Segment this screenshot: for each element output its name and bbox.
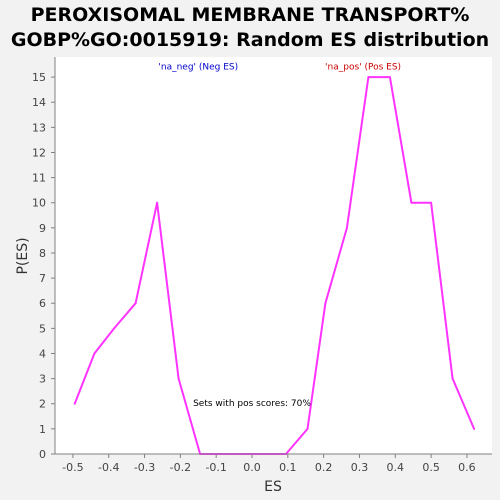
x-axis-label: ES <box>264 479 282 495</box>
data-point <box>430 201 433 204</box>
data-point <box>410 201 413 204</box>
data-point <box>473 427 476 430</box>
y-tick-label: 4 <box>39 347 46 360</box>
data-point <box>113 327 116 330</box>
x-tick-label: 0.5 <box>422 461 440 474</box>
y-tick-label: 6 <box>39 297 46 310</box>
y-tick-label: 7 <box>39 272 46 285</box>
y-tick-label: 2 <box>39 398 46 411</box>
y-tick-label: 14 <box>32 96 46 109</box>
y-tick-label: 1 <box>39 423 46 436</box>
chart-title-line-2: GOBP%GO:0015919: Random ES distribution <box>10 29 490 51</box>
y-tick-label: 10 <box>32 197 46 210</box>
y-tick-label: 15 <box>32 71 46 84</box>
data-point <box>367 76 370 79</box>
y-tick-label: 11 <box>32 172 46 185</box>
y-tick-label: 0 <box>39 448 46 461</box>
x-tick-label: 0.6 <box>458 461 476 474</box>
x-tick-label: -0.1 <box>205 461 226 474</box>
data-point <box>156 201 159 204</box>
y-tick-label: 13 <box>32 121 46 134</box>
x-tick-label: -0.4 <box>98 461 119 474</box>
x-tick-label: -0.2 <box>170 461 191 474</box>
data-point <box>388 76 391 79</box>
data-point <box>306 427 309 430</box>
data-point <box>324 302 327 305</box>
data-point <box>134 302 137 305</box>
data-point <box>345 226 348 229</box>
x-tick-label: -0.5 <box>62 461 83 474</box>
y-tick-label: 5 <box>39 322 46 335</box>
y-tick-label: 3 <box>39 373 46 386</box>
chart-annotation: Sets with pos scores: 70% <box>193 399 311 409</box>
x-tick-label: 0.0 <box>243 461 261 474</box>
plot-area <box>55 57 492 454</box>
data-point <box>93 352 96 355</box>
ticks-layer: -0.5 -0.4 -0.3 -0.2 -0.1 0.0 0.1 0.2 0.3 0.4 0.5 0.… <box>32 71 476 474</box>
data-point <box>177 377 180 380</box>
x-tick-label: -0.3 <box>134 461 155 474</box>
y-tick-label: 8 <box>39 247 46 260</box>
x-tick-label: 0.4 <box>387 461 405 474</box>
chart-annotation: 'na_neg' (Neg ES) <box>158 63 238 73</box>
x-tick-label: 0.1 <box>279 461 297 474</box>
y-tick-label: 12 <box>32 146 46 159</box>
data-point <box>451 377 454 380</box>
annotations-layer: 'na_neg' (Neg ES) 'na_pos' (Pos ES) Sets w… <box>158 63 401 409</box>
chart-title-line-1: PEROXISOMAL MEMBRANE TRANSPORT% <box>30 4 470 26</box>
x-tick-label: 0.3 <box>351 461 369 474</box>
x-tick-label: 0.2 <box>315 461 333 474</box>
chart-title: PEROXISOMAL MEMBRANE TRANSPORT% GOBP%GO:… <box>0 3 500 53</box>
data-point <box>73 402 76 405</box>
y-tick-label: 9 <box>39 222 46 235</box>
chart-annotation: 'na_pos' (Pos ES) <box>325 63 401 73</box>
y-axis-label: P(ES) <box>15 237 31 274</box>
